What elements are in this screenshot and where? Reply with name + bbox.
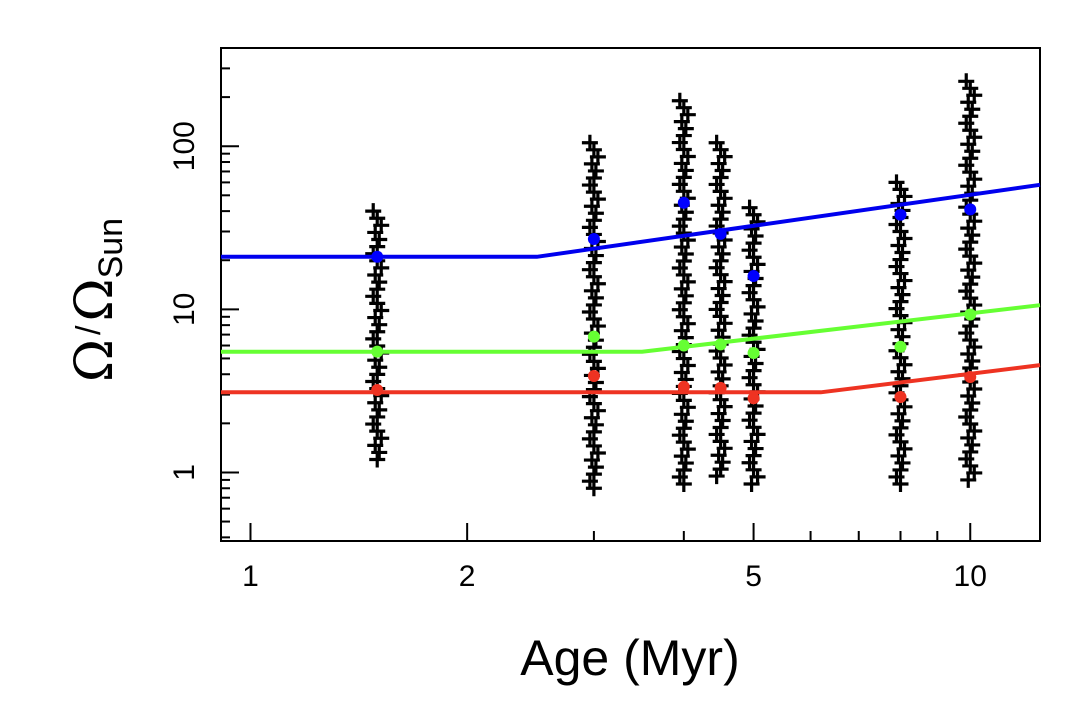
percentile-point bbox=[371, 384, 384, 397]
x-tick-label: 10 bbox=[954, 560, 987, 593]
percentile-point bbox=[587, 330, 600, 343]
observation-plus bbox=[714, 162, 731, 179]
x-axis-title: Age (Myr) bbox=[520, 630, 739, 686]
percentile-point bbox=[964, 370, 977, 383]
observation-plus bbox=[587, 416, 604, 433]
y-axis-title-omega: Ω bbox=[65, 339, 125, 382]
y-tick-label: 100 bbox=[168, 121, 201, 171]
y-axis-title-slash: / bbox=[70, 325, 108, 335]
percentile-point bbox=[371, 345, 384, 358]
observation-plus bbox=[369, 451, 386, 468]
percentile-point bbox=[714, 381, 727, 394]
percentile-point bbox=[747, 346, 760, 359]
observation-plus bbox=[714, 454, 731, 471]
observation-plus bbox=[964, 101, 981, 118]
y-axis-title-omega-denom: Ω bbox=[65, 278, 125, 321]
observation-plus bbox=[964, 227, 981, 244]
percentile-point bbox=[677, 339, 690, 352]
observation-plus bbox=[708, 468, 725, 485]
model-curve bbox=[221, 363, 1041, 395]
plot-frame bbox=[220, 47, 1041, 542]
observation-plus bbox=[677, 455, 694, 472]
observation-column bbox=[581, 134, 606, 497]
observation-plus bbox=[960, 471, 977, 488]
observation-plus bbox=[964, 143, 981, 160]
observation-plus bbox=[371, 274, 388, 291]
observation-plus bbox=[894, 412, 911, 429]
observation-plus bbox=[585, 480, 602, 497]
observation-plus bbox=[371, 316, 388, 333]
observation-plus bbox=[371, 231, 388, 248]
observation-plus bbox=[714, 245, 731, 262]
y-tick-label: 1 bbox=[168, 464, 201, 481]
svg-text:Ω/ΩSun: Ω/ΩSun bbox=[65, 218, 130, 382]
percentile-point bbox=[677, 196, 690, 209]
model-curve bbox=[221, 303, 1041, 354]
observation-plus bbox=[677, 120, 694, 137]
x-tick-label: 1 bbox=[242, 560, 259, 593]
observation-column bbox=[708, 134, 733, 485]
observation-plus bbox=[677, 413, 694, 430]
model-curve bbox=[221, 182, 1041, 259]
x-tick-label: 2 bbox=[459, 560, 476, 593]
percentile-point bbox=[964, 203, 977, 216]
observation-plus bbox=[964, 436, 981, 453]
observation-plus bbox=[894, 454, 911, 471]
percentile-markers bbox=[371, 196, 977, 405]
observation-plus bbox=[677, 162, 694, 179]
percentile-point bbox=[714, 227, 727, 240]
observation-column bbox=[671, 92, 696, 492]
observation-plus bbox=[587, 459, 604, 476]
percentile-point bbox=[894, 208, 907, 221]
x-axis: 1 2 5 10 bbox=[242, 523, 987, 593]
observation-markers bbox=[365, 73, 983, 497]
y-tick-label: 10 bbox=[168, 293, 201, 326]
observation-plus bbox=[587, 289, 604, 306]
observation-plus bbox=[747, 228, 764, 245]
observation-plus bbox=[371, 401, 388, 418]
observation-plus bbox=[747, 440, 764, 457]
observation-column bbox=[958, 73, 983, 488]
observation-plus bbox=[743, 475, 760, 492]
percentile-point bbox=[714, 338, 727, 351]
observation-plus bbox=[892, 475, 909, 492]
model-curves bbox=[221, 182, 1041, 395]
observation-column bbox=[365, 203, 390, 468]
observation-plus bbox=[587, 205, 604, 222]
percentile-point bbox=[587, 232, 600, 245]
percentile-point bbox=[894, 391, 907, 404]
percentile-point bbox=[587, 370, 600, 383]
observation-column bbox=[888, 174, 913, 492]
observation-plus bbox=[371, 444, 388, 461]
plot-border bbox=[220, 47, 1041, 542]
y-axis: 1 10 100 bbox=[168, 67, 239, 539]
observation-plus bbox=[677, 246, 694, 263]
y-axis-title-sub: Sun bbox=[92, 218, 130, 279]
y-axis-title: Ω/ΩSun bbox=[65, 218, 130, 382]
observation-plus bbox=[964, 353, 981, 370]
percentile-point bbox=[677, 380, 690, 393]
observation-plus bbox=[964, 394, 981, 411]
observation-plus bbox=[894, 286, 911, 303]
observation-plus bbox=[894, 244, 911, 261]
observation-column bbox=[741, 199, 766, 492]
observation-plus bbox=[587, 162, 604, 179]
observation-plus bbox=[714, 412, 731, 429]
observation-plus bbox=[714, 287, 731, 304]
percentile-point bbox=[747, 392, 760, 405]
percentile-point bbox=[371, 250, 384, 263]
observation-plus bbox=[964, 269, 981, 286]
observation-plus bbox=[714, 204, 731, 221]
observation-plus bbox=[747, 313, 764, 330]
observation-plus bbox=[677, 287, 694, 304]
percentile-point bbox=[964, 308, 977, 321]
x-tick-label: 5 bbox=[745, 560, 762, 593]
observation-plus bbox=[675, 475, 692, 492]
percentile-point bbox=[894, 340, 907, 353]
percentile-point bbox=[747, 270, 760, 283]
observation-plus bbox=[371, 359, 388, 376]
